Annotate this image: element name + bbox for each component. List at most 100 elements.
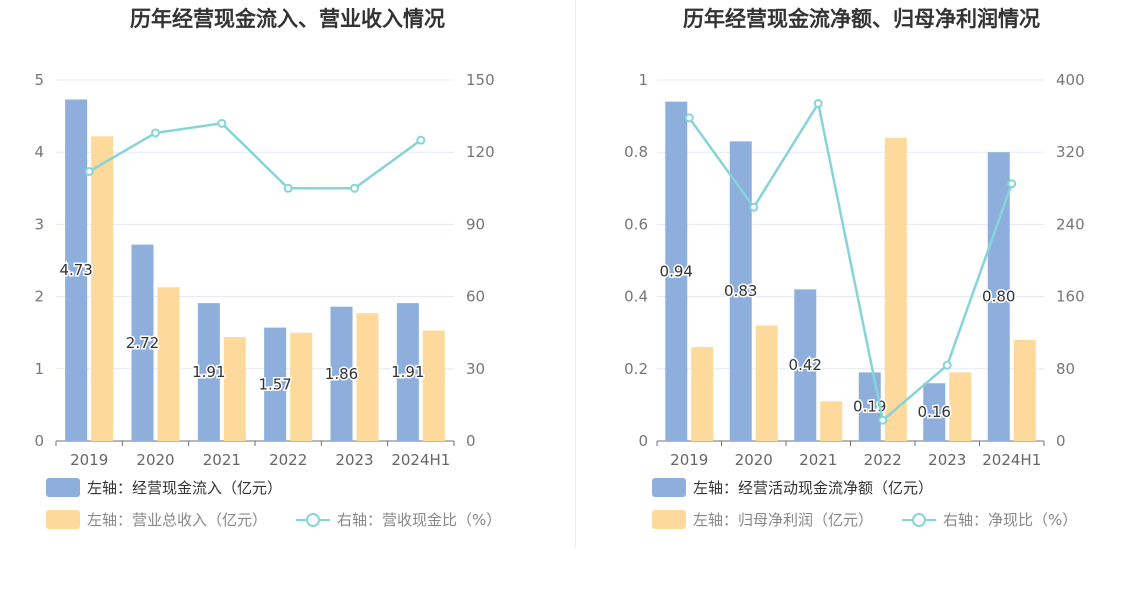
legend-label: 经营现金流入（亿元） bbox=[132, 479, 283, 497]
bar-data-label: 0.16 bbox=[918, 403, 951, 421]
right-axis-tick-label: 400 bbox=[1056, 71, 1085, 89]
bar-primary bbox=[65, 99, 88, 441]
bar-primary bbox=[987, 152, 1010, 441]
bar-secondary bbox=[91, 136, 114, 442]
x-axis-tick-label: 2019 bbox=[670, 451, 708, 469]
legend-axis-prefix: 左轴： bbox=[693, 479, 739, 497]
legend-item[interactable]: 左轴： 经营活动现金流净额（亿元） bbox=[652, 477, 933, 498]
right-axis-tick-label: 90 bbox=[466, 215, 485, 233]
line-point bbox=[749, 202, 759, 212]
legend-label: 经营活动现金流净额（亿元） bbox=[738, 479, 934, 497]
line-point bbox=[283, 183, 293, 193]
right-axis-tick-label: 0 bbox=[1056, 432, 1066, 450]
legend-axis-prefix: 左轴： bbox=[87, 511, 133, 529]
line-point bbox=[878, 415, 888, 425]
chart-panel-net-cash-profit: 历年经营现金流净额、归母净利润情况 0 0 0.2 80 0.4 160 0.6 240 0.8… bbox=[576, 0, 1147, 589]
bar-data-label: 0.42 bbox=[789, 356, 822, 374]
legend-label: 营收现金比（%） bbox=[382, 511, 502, 529]
left-axis-tick-label: 4 bbox=[34, 143, 44, 161]
line-point bbox=[84, 166, 94, 176]
left-axis-tick-label: 5 bbox=[34, 71, 44, 89]
bar-primary bbox=[396, 303, 419, 441]
bar-secondary bbox=[755, 325, 778, 441]
bar-data-label: 1.86 bbox=[325, 365, 358, 383]
bar-secondary bbox=[223, 337, 246, 441]
legend-swatch-bar bbox=[652, 510, 686, 529]
x-axis-tick-label: 2023 bbox=[335, 451, 373, 469]
bar-secondary bbox=[356, 313, 379, 441]
bar-secondary bbox=[949, 372, 972, 441]
legend-item[interactable]: 左轴： 经营现金流入（亿元） bbox=[46, 477, 282, 498]
bar-primary bbox=[264, 327, 287, 441]
x-axis-tick-label: 2020 bbox=[136, 451, 174, 469]
left-axis-tick-label: 0.4 bbox=[624, 288, 648, 306]
line-series bbox=[688, 100, 1013, 423]
bar-data-label: 1.57 bbox=[258, 375, 291, 393]
left-axis-tick-label: 0 bbox=[34, 432, 44, 450]
chart-title: 历年经营现金流净额、归母净利润情况 bbox=[683, 7, 1040, 31]
legend-swatch-bar bbox=[46, 478, 80, 497]
line-point bbox=[217, 118, 227, 128]
line-series bbox=[88, 121, 422, 190]
x-axis-tick-label: 2022 bbox=[269, 451, 307, 469]
left-axis-tick-label: 1 bbox=[638, 71, 648, 89]
legend-item[interactable]: 右轴： 净现比（%） bbox=[902, 509, 1077, 530]
bar-primary bbox=[923, 383, 946, 441]
right-axis-tick-label: 240 bbox=[1056, 215, 1085, 233]
left-axis-tick-label: 0.8 bbox=[624, 143, 648, 161]
left-axis-tick-label: 0.6 bbox=[624, 215, 648, 233]
chart-net-cash-profit: 0 0 0.2 80 0.4 160 0.6 240 0.8 320 1 400 2019 2020 202… bbox=[624, 71, 1085, 469]
line-point bbox=[684, 113, 694, 123]
bar-primary bbox=[729, 141, 752, 441]
x-axis-tick-label: 2024H1 bbox=[391, 451, 450, 469]
legend-item[interactable]: 左轴： 归母净利润（亿元） bbox=[652, 509, 873, 530]
chart-cash-inflow-revenue: 0 0 1 30 2 60 3 90 4 120 5 150 2019 2020 2021 2022 2023 2… bbox=[34, 71, 495, 469]
right-axis-tick-label: 320 bbox=[1056, 143, 1085, 161]
legend-item[interactable]: 右轴： 营收现金比（%） bbox=[296, 509, 501, 530]
bar-data-label: 0.83 bbox=[724, 282, 757, 300]
bar-primary bbox=[665, 101, 688, 441]
x-axis-tick-label: 2022 bbox=[864, 451, 902, 469]
x-axis-tick-label: 2020 bbox=[735, 451, 773, 469]
right-axis-tick-label: 0 bbox=[466, 432, 476, 450]
right-axis-tick-label: 80 bbox=[1056, 360, 1075, 378]
legend-swatch-bar bbox=[652, 478, 686, 497]
x-axis-tick-label: 2021 bbox=[203, 451, 241, 469]
legend-axis-prefix: 左轴： bbox=[693, 511, 739, 529]
panel-divider bbox=[575, 0, 576, 548]
bar-data-label: 1.91 bbox=[391, 363, 424, 381]
bar-secondary bbox=[1013, 339, 1036, 441]
left-axis-tick-label: 1 bbox=[34, 360, 44, 378]
line-point bbox=[813, 98, 823, 108]
x-axis-tick-label: 2021 bbox=[799, 451, 837, 469]
bar-data-label: 0.94 bbox=[660, 262, 693, 280]
legend-item[interactable]: 左轴： 营业总收入（亿元） bbox=[46, 509, 267, 530]
bar-secondary bbox=[691, 347, 714, 441]
left-axis-tick-label: 3 bbox=[34, 215, 44, 233]
legend-swatch-line bbox=[902, 510, 936, 530]
line-point bbox=[151, 128, 160, 138]
right-axis-tick-label: 30 bbox=[466, 360, 485, 378]
bar-primary bbox=[131, 244, 154, 441]
chart-title: 历年经营现金流入、营业收入情况 bbox=[130, 7, 445, 31]
bar-secondary bbox=[884, 137, 907, 441]
right-axis-tick-label: 150 bbox=[466, 71, 495, 89]
legend-axis-prefix: 右轴： bbox=[943, 511, 989, 529]
bar-secondary bbox=[290, 332, 313, 441]
bar-secondary bbox=[820, 401, 843, 441]
chart-panel-cash-inflow-revenue: 历年经营现金流入、营业收入情况 0 0 1 30 2 60 3 90 4 120 5 150 2019 2… bbox=[34, 7, 501, 530]
legend-axis-prefix: 右轴： bbox=[337, 511, 383, 529]
x-axis-tick-label: 2019 bbox=[70, 451, 108, 469]
legend-label: 归母净利润（亿元） bbox=[738, 511, 874, 529]
legend-label: 营业总收入（亿元） bbox=[132, 511, 268, 529]
x-axis-tick-label: 2023 bbox=[928, 451, 966, 469]
bar-primary bbox=[794, 289, 817, 441]
bar-primary bbox=[330, 306, 353, 441]
left-axis-tick-label: 0 bbox=[638, 432, 648, 450]
right-axis-tick-label: 120 bbox=[466, 143, 495, 161]
bar-data-label: 2.72 bbox=[126, 334, 159, 352]
legend-axis-prefix: 左轴： bbox=[87, 479, 133, 497]
bar-secondary bbox=[157, 287, 180, 441]
bar-secondary bbox=[422, 330, 445, 441]
line-point bbox=[416, 135, 426, 145]
